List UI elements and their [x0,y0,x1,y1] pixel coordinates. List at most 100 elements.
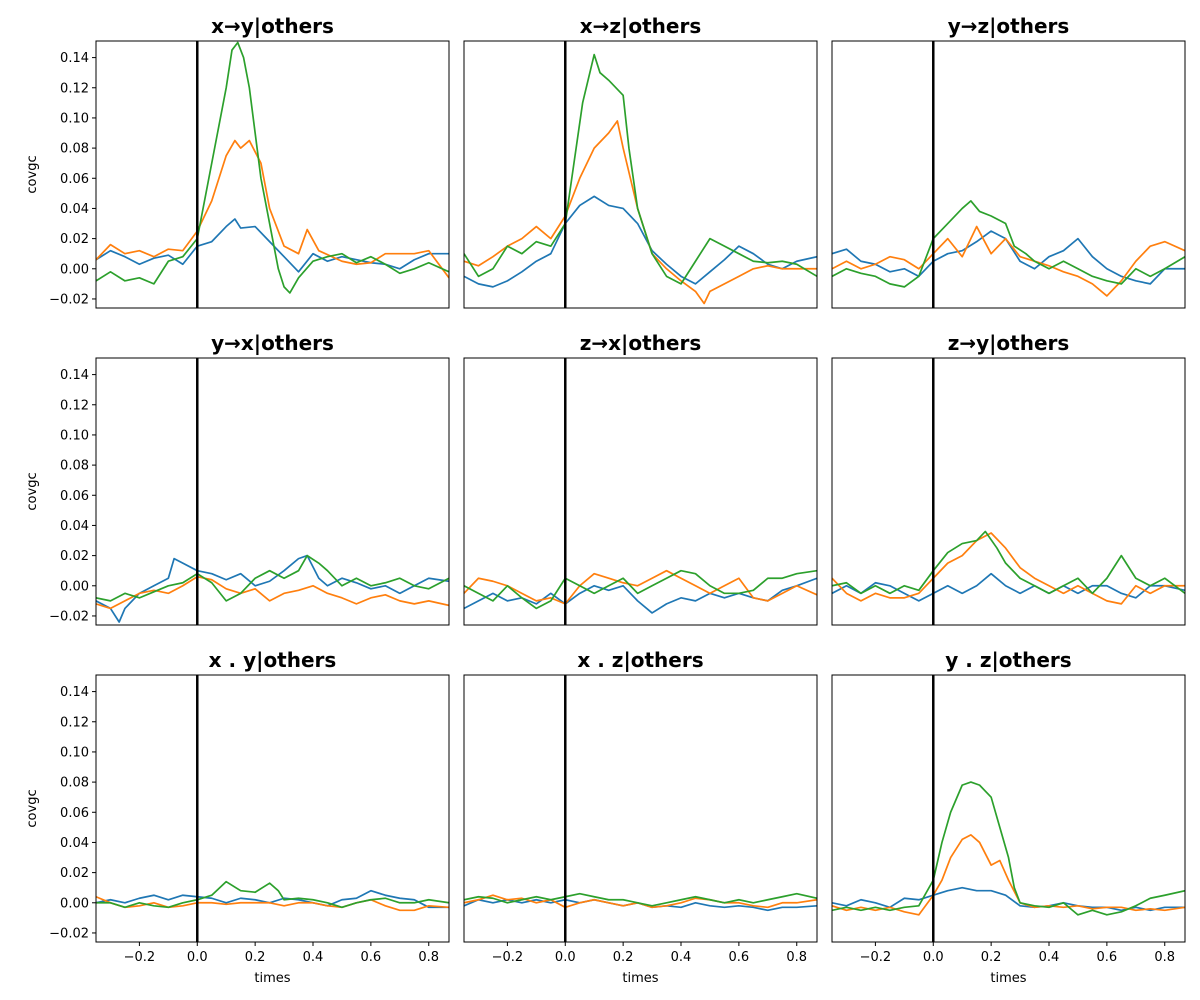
y-axis-label: covgc [25,155,40,193]
x-tick-label: −0.2 [124,950,156,965]
plot-area [832,41,1185,308]
axes-frame [831,357,1186,626]
plot-area [96,675,449,942]
plot-area [96,358,449,625]
x-tick-label: 0.4 [671,950,692,965]
axes-frame [95,357,450,626]
x-tick-label: 0.2 [245,950,266,965]
y-tick-label: −0.02 [49,609,89,624]
subplot-title: z→y|others [948,331,1070,355]
subplot-title: y→x|others [211,331,334,355]
subplot-1: x→y|others −0.02 0.00 0.02 0.04 0.06 0.08 0.10 0… [25,14,450,309]
y-tick-label: 0.00 [60,579,89,594]
series-line-2 [96,895,449,912]
subplot-9: y . z|others −0.2 0.0 0.2 0.4 0.6 0.8 times [831,648,1186,986]
axes-frame [463,40,818,309]
series-line-3 [464,892,817,907]
series-line-2 [832,225,1185,297]
plot-area [464,675,817,942]
y-tick-label: 0.04 [60,202,89,217]
series-line-2 [464,569,817,605]
series-line-1 [832,230,1185,285]
series-line-3 [96,41,449,294]
axes-frame [831,674,1186,943]
x-tick-label: 0.8 [786,950,807,965]
subplot-6: z→y|others [831,331,1186,626]
series-line-3 [832,530,1185,595]
axes-frame [95,40,450,309]
subplot-7: x . y|others −0.02 0.00 0.02 0.04 0.06 0.08 0.1… [25,648,450,986]
y-tick-label: 0.04 [60,836,89,851]
x-tick-label: −0.2 [860,950,892,965]
x-tick-label: −0.2 [492,950,524,965]
x-axis-label: times [254,971,290,986]
x-tick-label: 0.2 [981,950,1002,965]
y-tick-label: 0.14 [60,368,89,383]
series-line-3 [832,200,1185,288]
subplot-title: z→x|others [580,331,701,355]
subplot-3: y→z|others [831,14,1186,309]
x-tick-label: 0.0 [187,950,208,965]
y-tick-label: 0.02 [60,232,89,247]
y-axis-label: covgc [25,789,40,827]
y-tick-label: 0.08 [60,142,89,157]
subplot-2: x→z|others [463,14,818,309]
series-line-1 [464,195,817,288]
series-line-1 [832,572,1185,602]
series-line-3 [96,554,449,602]
x-tick-label: 0.6 [361,950,382,965]
axes-frame [463,674,818,943]
axes-frame [831,40,1186,309]
series-line-1 [96,554,449,623]
axes-frame [463,357,818,626]
y-tick-label: 0.06 [60,806,89,821]
subplot-title: y . z|others [945,648,1071,672]
y-tick-label: 0.04 [60,519,89,534]
y-tick-label: 0.14 [60,51,89,66]
y-tick-label: 0.12 [60,715,89,730]
series-line-3 [96,880,449,909]
x-tick-label: 0.4 [303,950,324,965]
subplot-title: x . z|others [577,648,703,672]
series-line-2 [832,834,1185,916]
x-tick-label: 0.4 [1039,950,1060,965]
y-tick-label: 0.10 [60,111,89,126]
subplot-title: y→z|others [948,14,1070,38]
x-tick-label: 0.0 [555,950,576,965]
y-tick-label: 0.00 [60,896,89,911]
y-tick-label: −0.02 [49,292,89,307]
subplot-title: x . y|others [209,648,337,672]
series-line-2 [464,120,817,305]
series-line-3 [464,53,817,285]
x-tick-label: 0.6 [729,950,750,965]
y-tick-label: 0.08 [60,459,89,474]
x-tick-label: 0.0 [923,950,944,965]
x-axis-label: times [622,971,658,986]
y-tick-label: 0.10 [60,428,89,443]
y-tick-label: 0.08 [60,776,89,791]
series-line-2 [832,532,1185,605]
subplot-8: x . z|others −0.2 0.0 0.2 0.4 0.6 0.8 times [463,648,818,986]
x-tick-label: 0.2 [613,950,634,965]
x-tick-label: 0.8 [418,950,439,965]
plot-area [464,41,817,308]
y-tick-label: −0.02 [49,926,89,941]
series-line-2 [96,139,449,279]
axes-frame [95,674,450,943]
y-tick-label: 0.02 [60,549,89,564]
y-tick-label: 0.10 [60,745,89,760]
y-tick-label: 0.12 [60,398,89,413]
subplot-title: x→z|others [580,14,701,38]
y-tick-label: 0.06 [60,172,89,187]
y-axis-label: covgc [25,472,40,510]
y-tick-label: 0.12 [60,81,89,96]
series-line-3 [832,781,1185,916]
y-tick-label: 0.00 [60,262,89,277]
plot-area [96,41,449,308]
subplot-5: z→x|others [463,331,818,626]
series-line-3 [464,569,817,610]
x-tick-label: 0.6 [1097,950,1118,965]
x-axis-label: times [990,971,1026,986]
y-tick-label: 0.14 [60,685,89,700]
